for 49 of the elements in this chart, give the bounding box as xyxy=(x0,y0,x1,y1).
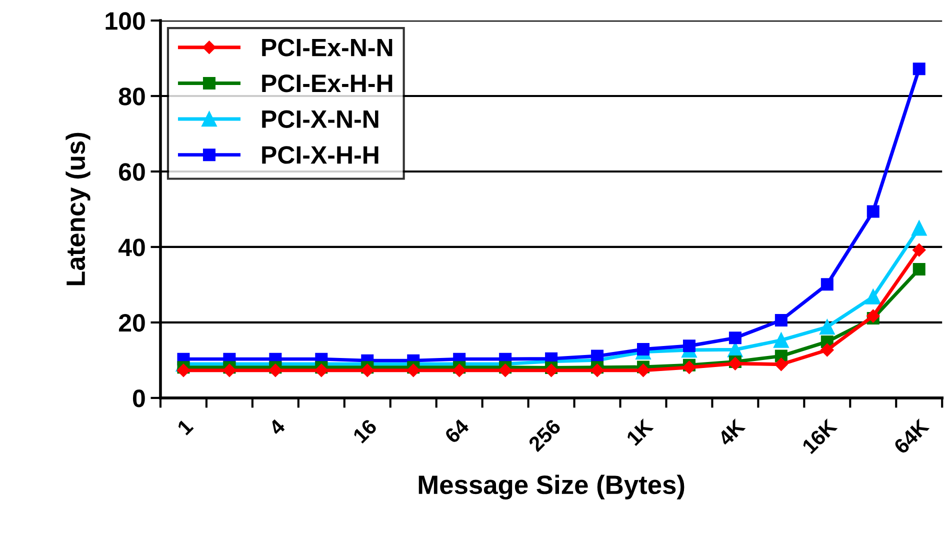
x-tick-label: 4K xyxy=(717,418,746,447)
point xyxy=(820,319,835,335)
point xyxy=(774,314,788,326)
point xyxy=(911,220,927,236)
point xyxy=(636,364,650,377)
point xyxy=(820,278,834,291)
point xyxy=(176,364,190,377)
x-tick-label: 1 xyxy=(176,418,194,436)
y-axis-title: Latency (us) xyxy=(66,132,90,286)
x-tick-label: 64 xyxy=(444,418,470,444)
point xyxy=(637,343,650,356)
y-tick-label: 60 xyxy=(119,163,145,181)
point xyxy=(866,309,880,323)
y-tick-label: 100 xyxy=(106,12,145,30)
point xyxy=(498,364,512,377)
x-tick-label: 1K xyxy=(626,418,654,446)
point xyxy=(682,360,696,374)
legend-label: PCI-Ex-N-N xyxy=(262,38,392,56)
y-tick-label: 40 xyxy=(118,238,145,256)
y-tick-label: 20 xyxy=(118,314,145,332)
point xyxy=(452,364,466,377)
point xyxy=(728,332,742,344)
x-tick-label: 64K xyxy=(893,418,930,455)
point xyxy=(912,62,926,76)
point xyxy=(314,364,328,377)
point xyxy=(222,364,236,377)
point xyxy=(866,289,881,304)
point xyxy=(774,358,788,371)
point xyxy=(820,343,834,357)
point xyxy=(866,205,880,218)
y-tick-label: 0 xyxy=(132,390,145,408)
x-tick-label: 256 xyxy=(528,418,562,452)
legend-label: PCI-Ex-H-H xyxy=(262,74,392,92)
legend-label: PCI-X-H-H xyxy=(262,146,378,164)
point xyxy=(268,364,282,377)
x-tick-label: 16 xyxy=(352,418,378,444)
x-tick-label: 4 xyxy=(268,418,286,436)
point xyxy=(912,262,926,276)
point xyxy=(590,364,604,377)
point xyxy=(774,332,789,348)
x-axis-title: Message Size (Bytes) xyxy=(418,474,684,500)
point xyxy=(682,340,696,352)
point xyxy=(728,357,742,370)
y-tick-label: 80 xyxy=(118,88,145,106)
point xyxy=(544,364,558,377)
point xyxy=(360,364,374,377)
legend-label: PCI-X-N-N xyxy=(262,110,378,128)
point xyxy=(406,364,420,377)
point xyxy=(912,243,926,257)
